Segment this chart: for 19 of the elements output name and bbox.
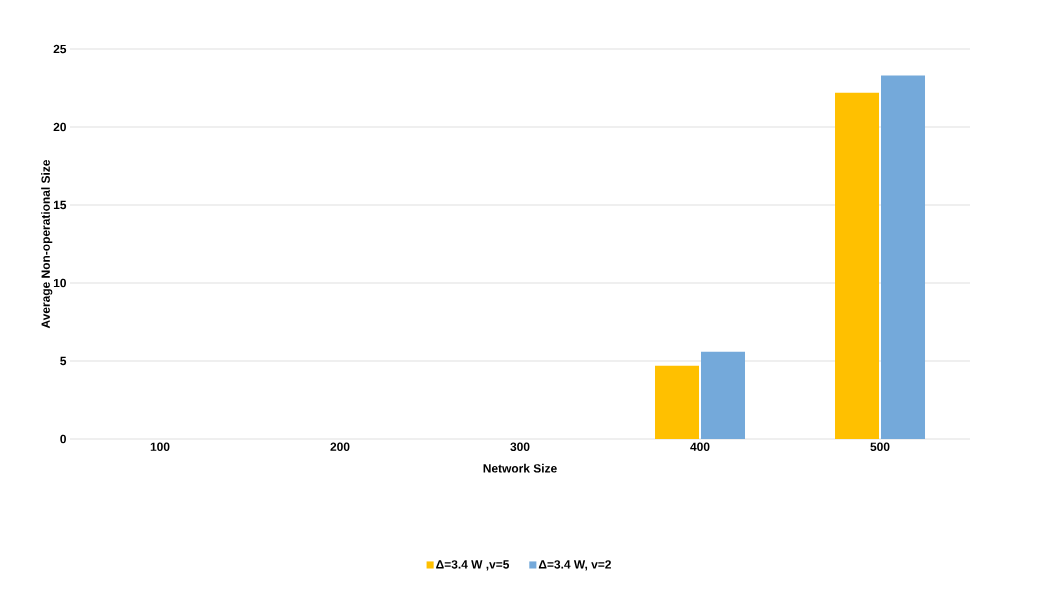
y-axis-title: Average Non-operational Size <box>41 159 53 329</box>
bar <box>835 92 880 439</box>
x-tick-label: 400 <box>690 442 710 451</box>
x-tick-label: 200 <box>330 442 350 451</box>
y-tick-label: 5 <box>60 356 67 366</box>
x-tick-label: 100 <box>150 442 170 451</box>
bar <box>701 351 745 439</box>
y-tick-label: 20 <box>53 122 66 132</box>
x-tick-label: 300 <box>510 442 530 452</box>
x-tick-label: 500 <box>870 442 890 451</box>
x-axis-title: Network Size <box>483 463 557 473</box>
legend-label: Δ=3.4 W, v=2 <box>538 560 611 571</box>
bar <box>881 75 926 439</box>
y-tick-label: 0 <box>60 434 66 444</box>
legend-label: Δ=3.4 W ,v=5 <box>436 560 510 571</box>
y-tick-label: 15 <box>53 200 67 210</box>
y-tick-label: 10 <box>53 278 66 288</box>
y-tick-label: 25 <box>53 44 67 54</box>
bar <box>655 365 700 439</box>
